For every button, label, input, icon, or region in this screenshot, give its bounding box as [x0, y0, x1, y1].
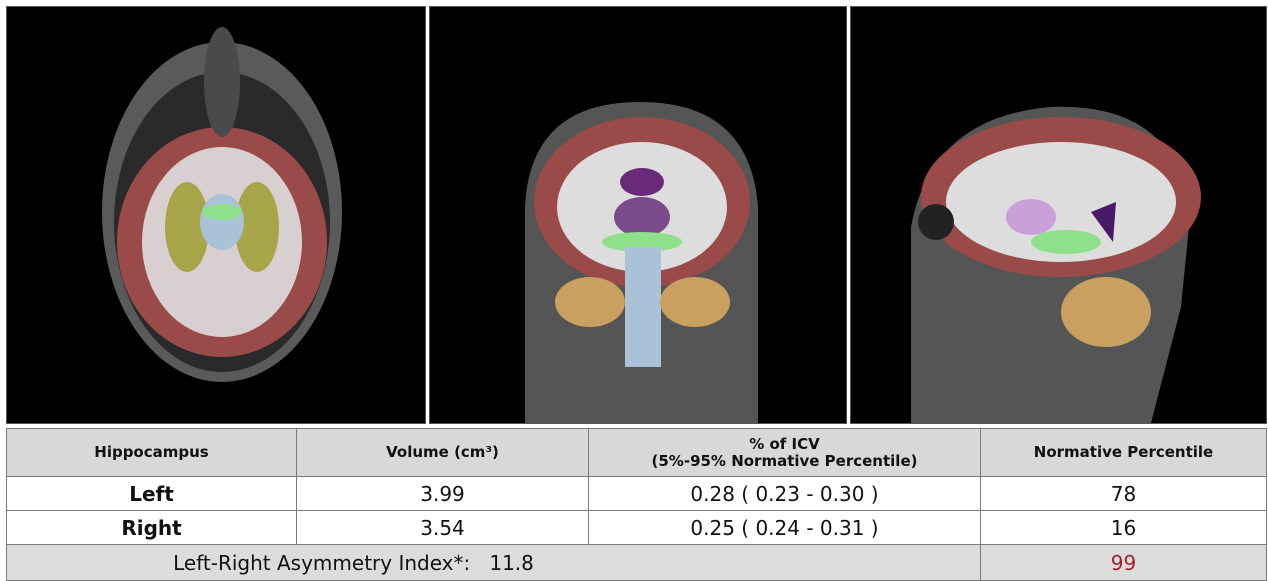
axial-view: [6, 6, 426, 424]
data-row: Left 3.99 0.28 ( 0.23 - 0.30 ) 78: [6, 476, 1267, 511]
cell: 3.99: [296, 476, 589, 511]
footer-row: Left-Right Asymmetry Index*: 11.8 99: [6, 544, 1267, 581]
mri-images: [6, 6, 1267, 424]
cell: 3.54: [296, 510, 589, 545]
row-label: Right: [6, 510, 297, 545]
header-line: % of ICV: [749, 434, 820, 453]
coronal-image: [525, 102, 758, 423]
header-cell: Normative Percentile: [980, 428, 1267, 477]
axial-image: [102, 27, 342, 382]
cell: 0.28 ( 0.23 - 0.30 ): [588, 476, 981, 511]
hippocampus-table: Hippocampus Volume (cm³) % of ICV (5%-95%…: [6, 428, 1267, 581]
asymmetry-cell: Left-Right Asymmetry Index*: 11.8: [6, 544, 981, 581]
cell: 0.25 ( 0.24 - 0.31 ): [588, 510, 981, 545]
header-row: Hippocampus Volume (cm³) % of ICV (5%-95%…: [6, 428, 1267, 477]
header-cell: Hippocampus: [6, 428, 297, 477]
header-line: (5%-95% Normative Percentile): [651, 451, 918, 470]
header-cell: % of ICV (5%-95% Normative Percentile): [588, 428, 981, 477]
sagittal-image: [911, 106, 1201, 423]
header-cell: Volume (cm³): [296, 428, 589, 477]
cell: 16: [980, 510, 1267, 545]
asymmetry-value: 11.8: [489, 550, 534, 575]
data-row: Right 3.54 0.25 ( 0.24 - 0.31 ) 16: [6, 510, 1267, 545]
coronal-view: [429, 6, 847, 424]
asymmetry-label: Left-Right Asymmetry Index*:: [173, 550, 471, 575]
row-label: Left: [6, 476, 297, 511]
sagittal-view: [850, 6, 1267, 424]
asymmetry-percentile: 99: [980, 544, 1267, 581]
cell: 78: [980, 476, 1267, 511]
